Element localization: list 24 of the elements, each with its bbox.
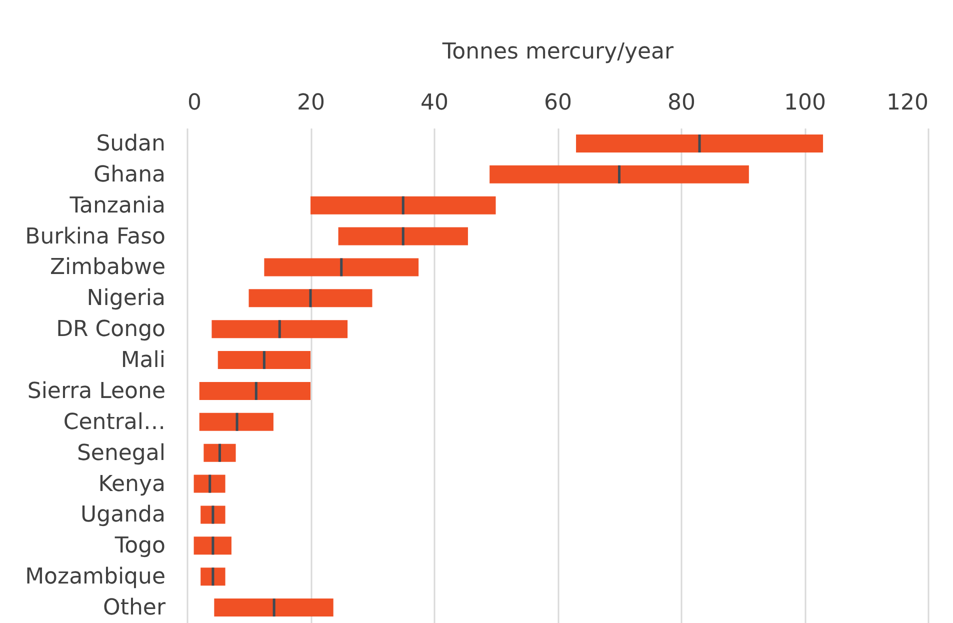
y-tick-label: Sierra Leone [27, 378, 166, 404]
y-tick-label: Burkina Faso [25, 224, 166, 250]
y-tick-label: Zimbabwe [50, 255, 166, 280]
y-tick-label: Ghana [94, 162, 166, 188]
y-tick-label: Senegal [76, 440, 166, 466]
x-tick-label: 20 [297, 90, 325, 116]
x-axis-title: Tonnes mercury/year [441, 40, 675, 64]
y-tick-label: Tanzania [68, 193, 166, 218]
x-tick-label: 80 [668, 90, 696, 116]
y-tick-label: Uganda [80, 502, 166, 528]
y-tick-label: Mali [120, 348, 166, 374]
y-tick-label: Central… [63, 410, 166, 435]
x-tick-label: 120 [886, 90, 928, 116]
x-tick-label: 60 [544, 90, 572, 116]
y-tick-label: Togo [114, 534, 166, 559]
x-tick-label: 0 [188, 90, 202, 116]
y-tick-label: Nigeria [86, 286, 166, 312]
y-tick-label: Mozambique [25, 564, 166, 590]
y-tick-label: Sudan [96, 131, 166, 156]
y-tick-label: Other [103, 596, 166, 621]
y-tick-label: Kenya [98, 472, 166, 497]
y-tick-label: DR Congo [56, 317, 166, 342]
x-tick-label: 40 [420, 90, 448, 116]
x-tick-label: 100 [784, 90, 826, 116]
